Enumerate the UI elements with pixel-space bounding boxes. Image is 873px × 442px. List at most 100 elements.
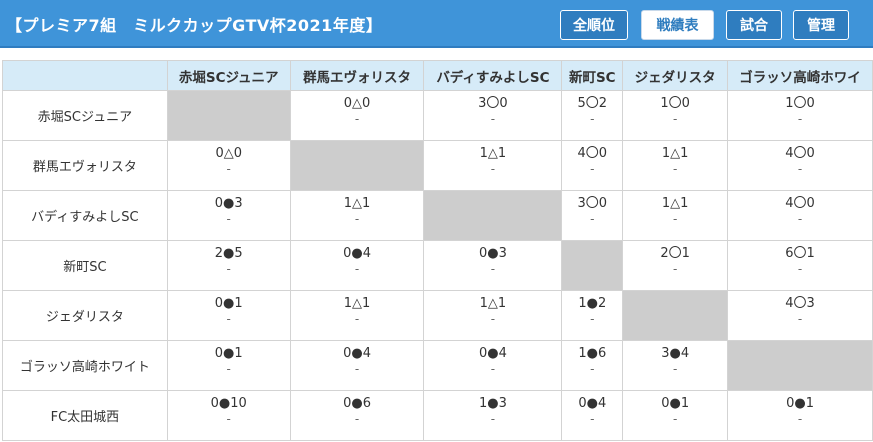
match-result-cell[interactable]: 0●3- [423,240,563,291]
self-match-cell [727,340,873,391]
match-result-cell[interactable]: 0△0- [289,90,425,141]
match-sub-text: - [226,312,231,326]
match-result-cell[interactable]: 3〇0- [423,90,563,141]
match-score: 4〇0 [577,146,608,161]
match-result-cell[interactable]: 0●1- [622,390,729,441]
match-result-cell[interactable]: 1△1- [289,190,425,241]
match-result-cell[interactable]: 0●1- [166,340,291,391]
match-score: 1△1 [479,296,507,311]
match-result-cell[interactable]: 0●4- [289,240,425,291]
self-match-cell [289,140,425,191]
match-score: 3〇0 [577,196,608,211]
self-match-cell [166,90,291,141]
match-result-cell[interactable]: 1〇0- [622,90,729,141]
match-result-cell[interactable]: 4〇3- [727,290,873,341]
table-row: ジェダリスタ 0●1-1△1-1△1-1●2-4〇3- [2,290,873,341]
all-rankings-button[interactable]: 全順位 [560,10,628,40]
match-score: 4〇3 [785,296,815,311]
match-sub-text: - [797,162,803,176]
match-result-cell[interactable]: 1●2- [561,290,624,341]
match-result-cell[interactable]: 0●1- [166,290,291,341]
match-sub-text: - [672,162,678,176]
match-result-cell[interactable]: 1△1- [423,140,563,191]
match-result-cell[interactable]: 5〇2- [561,90,624,141]
match-result-cell[interactable]: 4〇0- [727,140,873,191]
match-result-cell[interactable]: 0△0- [166,140,291,191]
match-score: 0△0 [215,146,242,161]
row-team-name: FC太田城西 [2,390,168,441]
match-sub-text: - [590,362,595,376]
match-result-cell[interactable]: 1●6- [561,340,624,391]
match-score: 3〇0 [478,96,508,111]
match-sub-text: - [354,412,360,426]
manage-button[interactable]: 管理 [793,10,849,40]
match-result-cell[interactable]: 3●4- [622,340,729,391]
match-score: 0●1 [786,396,814,411]
match-result-cell[interactable]: 2〇1- [622,240,729,291]
match-sub-text: - [490,262,496,276]
match-result-cell[interactable]: 1△1- [622,140,729,191]
match-sub-text: - [590,162,595,176]
match-score: 1△1 [661,146,689,161]
match-score: 1△1 [661,196,689,211]
match-score: 0●4 [478,346,507,361]
match-result-cell[interactable]: 1△1- [622,190,729,241]
row-team-name: 赤堀SCジュニア [2,90,168,141]
table-row: ゴラッソ高崎ホワイト 0●1-0●4-0●4-1●6-3●4- [2,340,873,391]
match-result-cell[interactable]: 0●10- [166,390,291,441]
match-result-cell[interactable]: 0●3- [166,190,291,241]
match-sub-text: - [590,112,595,126]
match-sub-text: - [672,112,678,126]
match-score: 0●3 [478,246,507,261]
match-result-cell[interactable]: 3〇0- [561,190,624,241]
match-result-cell[interactable]: 0●4- [423,340,563,391]
table-row: バディすみよしSC 0●3-1△1-3〇0-1△1-4〇0- [2,190,873,241]
match-score: 1●3 [478,396,507,411]
self-match-cell [423,190,563,241]
results-table-button[interactable]: 戦績表 [641,10,714,40]
table-row: 新町SC 2●5-0●4-0●3-2〇1-6〇1- [2,240,873,291]
match-result-cell[interactable]: 0●6- [289,390,425,441]
match-result-cell[interactable]: 1〇0- [727,90,873,141]
match-score: 1△1 [343,296,371,311]
match-score: 0●4 [578,396,607,411]
match-score: 1〇0 [660,96,690,111]
match-result-cell[interactable]: 0●4- [561,390,624,441]
match-score: 4〇0 [785,146,815,161]
match-result-cell[interactable]: 1△1- [289,290,425,341]
match-sub-text: - [590,212,595,226]
match-sub-text: - [797,212,803,226]
table-row: 赤堀SCジュニア 0△0-3〇0-5〇2-1〇0-1〇0- [2,90,873,141]
match-result-cell[interactable]: 4〇0- [727,190,873,241]
match-result-cell[interactable]: 4〇0- [561,140,624,191]
match-score: 0●1 [214,296,243,311]
match-sub-text: - [354,312,360,326]
self-match-cell [622,290,729,341]
column-header: 群馬エヴォリスタ [289,60,425,91]
match-score: 0●4 [343,346,371,361]
match-score: 5〇2 [577,96,608,111]
match-sub-text: - [490,312,496,326]
matches-button[interactable]: 試合 [726,10,782,40]
match-result-cell[interactable]: 0●4- [289,340,425,391]
match-result-cell[interactable]: 1△1- [423,290,563,341]
match-sub-text: - [226,162,231,176]
match-result-cell[interactable]: 2●5- [166,240,291,291]
match-sub-text: - [797,112,803,126]
match-sub-text: - [226,262,231,276]
match-score: 6〇1 [785,246,815,261]
match-result-cell[interactable]: 0●1- [727,390,873,441]
match-result-cell[interactable]: 1●3- [423,390,563,441]
match-sub-text: - [354,262,360,276]
match-score: 0●3 [214,196,243,211]
match-sub-text: - [672,212,678,226]
page-header: 【プレミア7組 ミルクカップGTV杯2021年度】 全順位 戦績表 試合 管理 [0,0,873,48]
match-score: 1△1 [479,146,507,161]
self-match-cell [561,240,624,291]
match-sub-text: - [490,362,496,376]
match-result-cell[interactable]: 6〇1- [727,240,873,291]
match-sub-text: - [590,412,595,426]
column-header: ジェダリスタ [622,60,729,91]
match-sub-text: - [226,362,231,376]
row-team-name: 群馬エヴォリスタ [2,140,168,191]
